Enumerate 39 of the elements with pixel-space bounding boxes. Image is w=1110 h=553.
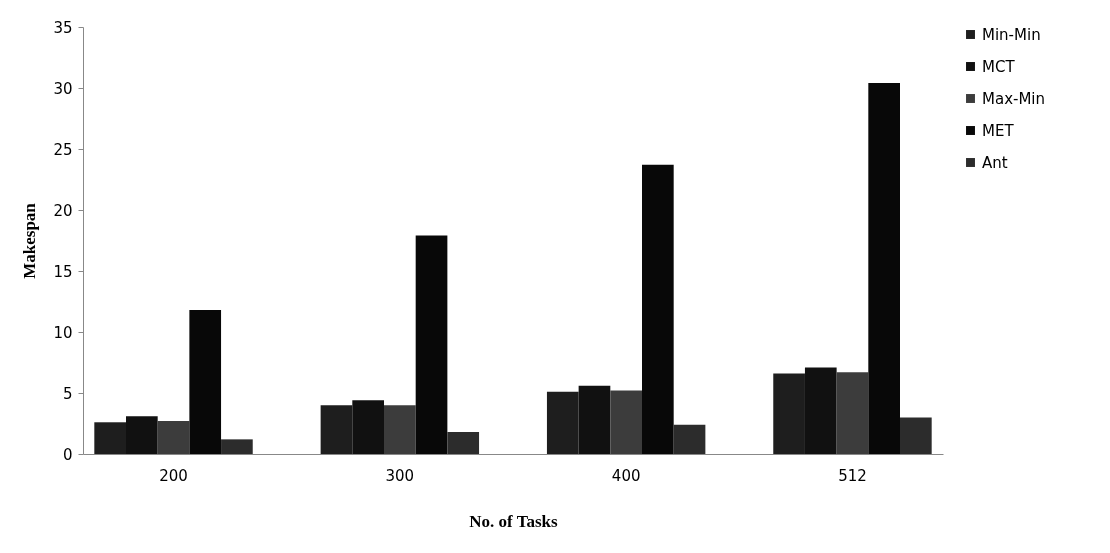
legend-label: Max-Min — [982, 89, 1046, 108]
x-tick-label: 512 — [838, 466, 867, 485]
bar — [836, 372, 869, 454]
bar — [352, 400, 384, 454]
legend-label: Min-Min — [982, 25, 1041, 44]
bar — [126, 416, 158, 454]
bar — [189, 310, 222, 454]
bar — [384, 405, 416, 454]
x-tick-label: 200 — [159, 466, 188, 485]
legend-label: MET — [982, 121, 1015, 140]
y-tick-label: 20 — [53, 201, 73, 220]
x-tick-label: 300 — [385, 466, 415, 485]
y-tick-label: 30 — [53, 79, 73, 98]
bar — [673, 424, 706, 454]
bar — [578, 385, 611, 454]
bar — [868, 83, 900, 454]
y-tick-label: 35 — [53, 18, 73, 37]
legend-label: Ant — [982, 153, 1008, 172]
bar — [900, 417, 932, 454]
y-tick-label: 25 — [53, 140, 73, 159]
y-tick-label: 5 — [62, 384, 73, 403]
y-tick-label: 0 — [62, 445, 73, 464]
bar — [610, 390, 642, 454]
bar — [320, 405, 353, 454]
bar — [94, 422, 126, 454]
bar — [157, 421, 190, 454]
y-axis-title: Makespan — [20, 202, 40, 279]
bar — [546, 391, 579, 454]
x-tick-label: 400 — [611, 466, 641, 485]
y-tick-label: 15 — [53, 262, 73, 281]
bar — [773, 373, 805, 454]
bar — [221, 439, 253, 454]
bar — [642, 164, 674, 454]
y-tick-label: 10 — [53, 323, 73, 342]
bar — [804, 367, 837, 454]
legend-label: MCT — [982, 57, 1016, 76]
bar — [447, 432, 480, 454]
x-axis-title: No. of Tasks — [469, 511, 559, 531]
bar — [415, 235, 448, 454]
